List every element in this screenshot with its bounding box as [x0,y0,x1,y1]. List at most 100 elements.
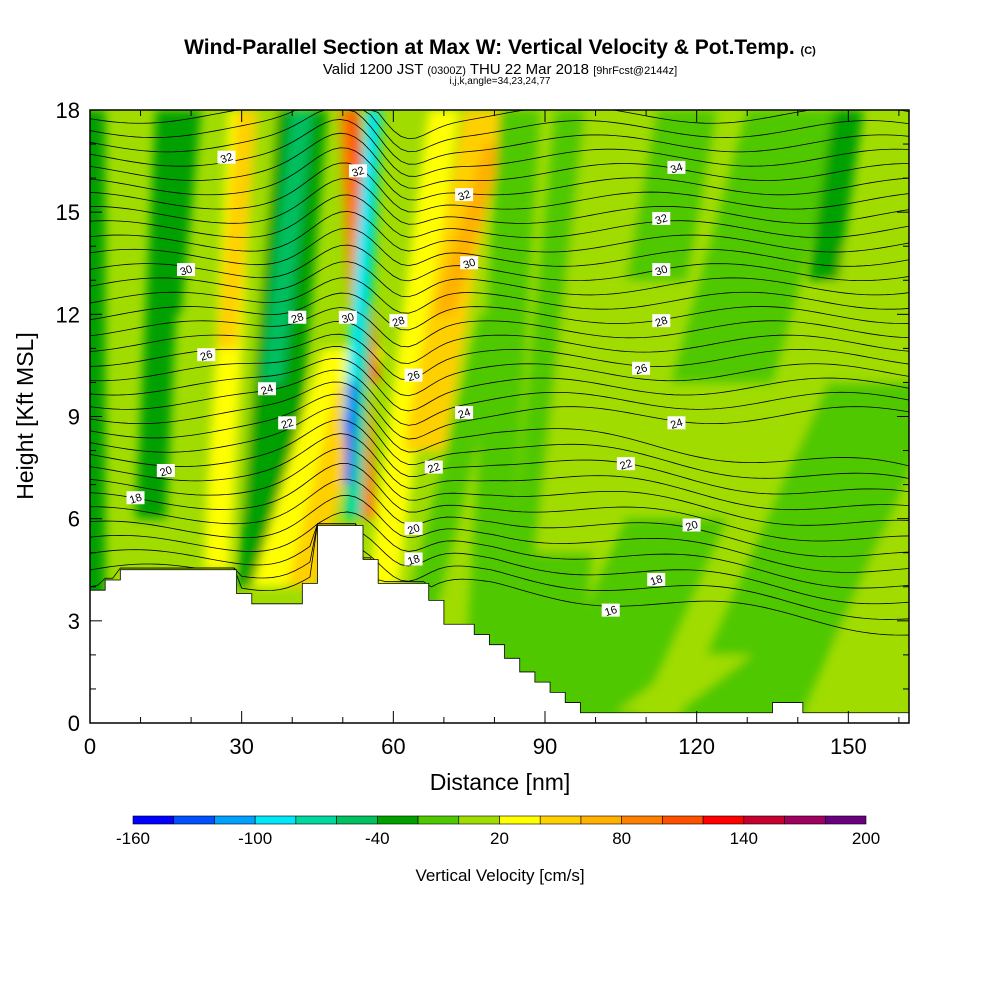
contour-label: 34 [669,161,684,176]
colorbar-swatch [580,815,622,825]
valid-date: THU 22 Mar 2018 [469,61,590,78]
contour-label-box [682,518,701,532]
theta-contour-line [90,227,909,267]
contour-label-box [460,256,479,270]
theta-contour-line [90,333,909,381]
theta-contour-line [90,511,909,589]
contour-label: 22 [619,458,634,473]
colorbar-swatch [214,815,256,825]
colorbar: -160 -100 -40 20 80 140 200 [116,815,880,848]
contour-label: 30 [340,311,355,326]
contour-label-box [647,572,666,586]
x-tick-label: 120 [678,734,715,759]
theta-contour-line [90,357,909,412]
theta-contour-line [90,494,909,573]
theta-contour-line [90,369,909,426]
velocity-band [345,416,351,451]
y-tick-label: 0 [68,711,80,736]
contour-label-box [667,416,686,430]
y-tick-label: 3 [68,609,80,634]
contour-label: 32 [219,151,234,166]
copyright-mark: (C) [800,45,816,57]
theta-contour-line [90,277,909,314]
colorbar-swatch [336,815,378,825]
velocity-band [216,110,257,349]
colorbar-swatch [539,815,582,825]
theta-contour-line [90,261,909,298]
contour-label-box [652,211,671,225]
x-axis-label: Distance [nm] [430,769,571,795]
theta-contours [90,110,909,636]
theta-contour-line [90,523,909,620]
x-tick-label: 150 [830,734,867,759]
colorbar-swatch [377,815,419,825]
contour-label-box [652,314,671,328]
contour-label-box [257,382,276,396]
theta-contour-line [90,463,909,542]
contour-label-box [404,368,423,382]
velocity-band [828,654,909,713]
theta-contour-line [90,381,909,440]
contour-label: 32 [457,188,472,203]
theta-contour-line [90,162,909,213]
contour-label: 20 [406,522,421,537]
y-tick-label: 18 [56,98,80,123]
colorbar-swatch [458,815,500,825]
colorbar-swatch [417,815,460,825]
contour-label-box [404,521,423,535]
contour-label-box [632,361,651,375]
theta-contour-line [90,132,909,189]
contour-label: 32 [654,212,669,227]
contour-label: 24 [669,417,684,432]
theta-contour-line [90,292,909,331]
velocity-band [464,110,540,689]
contour-label-box [455,188,474,202]
contour-label: 18 [406,553,421,568]
contour-label: 30 [654,263,669,278]
contour-label-box [156,463,175,477]
valid-prefix: Valid 1200 JST [322,61,424,78]
chart-title-text: Wind-Parallel Section at Max W: Vertical… [184,36,795,59]
theta-contour-line [90,406,909,479]
contour-label: 16 [603,604,618,619]
contour-label-box [404,552,423,566]
colorbar-tick-label: 20 [490,829,509,848]
contour-label-box [616,457,635,471]
colorbar-tick-label: -160 [116,829,150,848]
chart-subtitle: Valid 1200 JST (0300Z) THU 22 Mar 2018 [… [0,61,1000,78]
theta-contour-line [90,194,909,239]
contour-label: 28 [391,314,406,329]
colorbar-swatch [295,815,337,825]
theta-contour-line [90,244,909,282]
colorbar-swatch [132,815,175,825]
contour-label: 30 [462,257,477,272]
grid-params: i,j,k,angle=34,23,24,77 [449,76,551,87]
chart-title: Wind-Parallel Section at Max W: Vertical… [0,36,1000,60]
vertical-velocity-field [90,110,909,723]
contour-label: 28 [290,311,305,326]
colorbar-label: Vertical Velocity [cm/s] [415,866,584,885]
contour-label: 26 [199,349,214,364]
plot-area: 32 32 32 34 32 30 30 30 28 30 28 28 26 26 26 24 24 24 22 22… [90,110,909,723]
terrain [90,525,909,723]
contour-label: 24 [457,406,472,421]
axes: 0 30 60 90 120 150 0 3 6 9 12 15 18 [56,98,909,759]
contour-label-box [217,150,236,164]
contour-label: 32 [351,165,366,180]
contour-label-box [197,348,216,362]
colorbar-swatch [824,815,867,825]
velocity-band [534,110,657,553]
theta-contour-labels: 32 32 32 34 32 30 30 30 28 30 28 28 26 26 26 24 24 24 22 22… [126,150,701,619]
velocity-band [368,110,460,587]
colorbar-swatch [743,815,785,825]
contour-label-box [126,491,145,505]
valid-utc: (0300Z) [427,65,466,77]
velocity-band [671,110,849,383]
contour-label-box [424,460,443,474]
colorbar-swatch [499,815,541,825]
contour-label: 28 [654,314,669,329]
contour-label: 26 [634,362,649,377]
colorbar-tick-label: 80 [612,829,631,848]
theta-contour-line [90,523,909,605]
colorbar-tick-label: -40 [365,829,390,848]
